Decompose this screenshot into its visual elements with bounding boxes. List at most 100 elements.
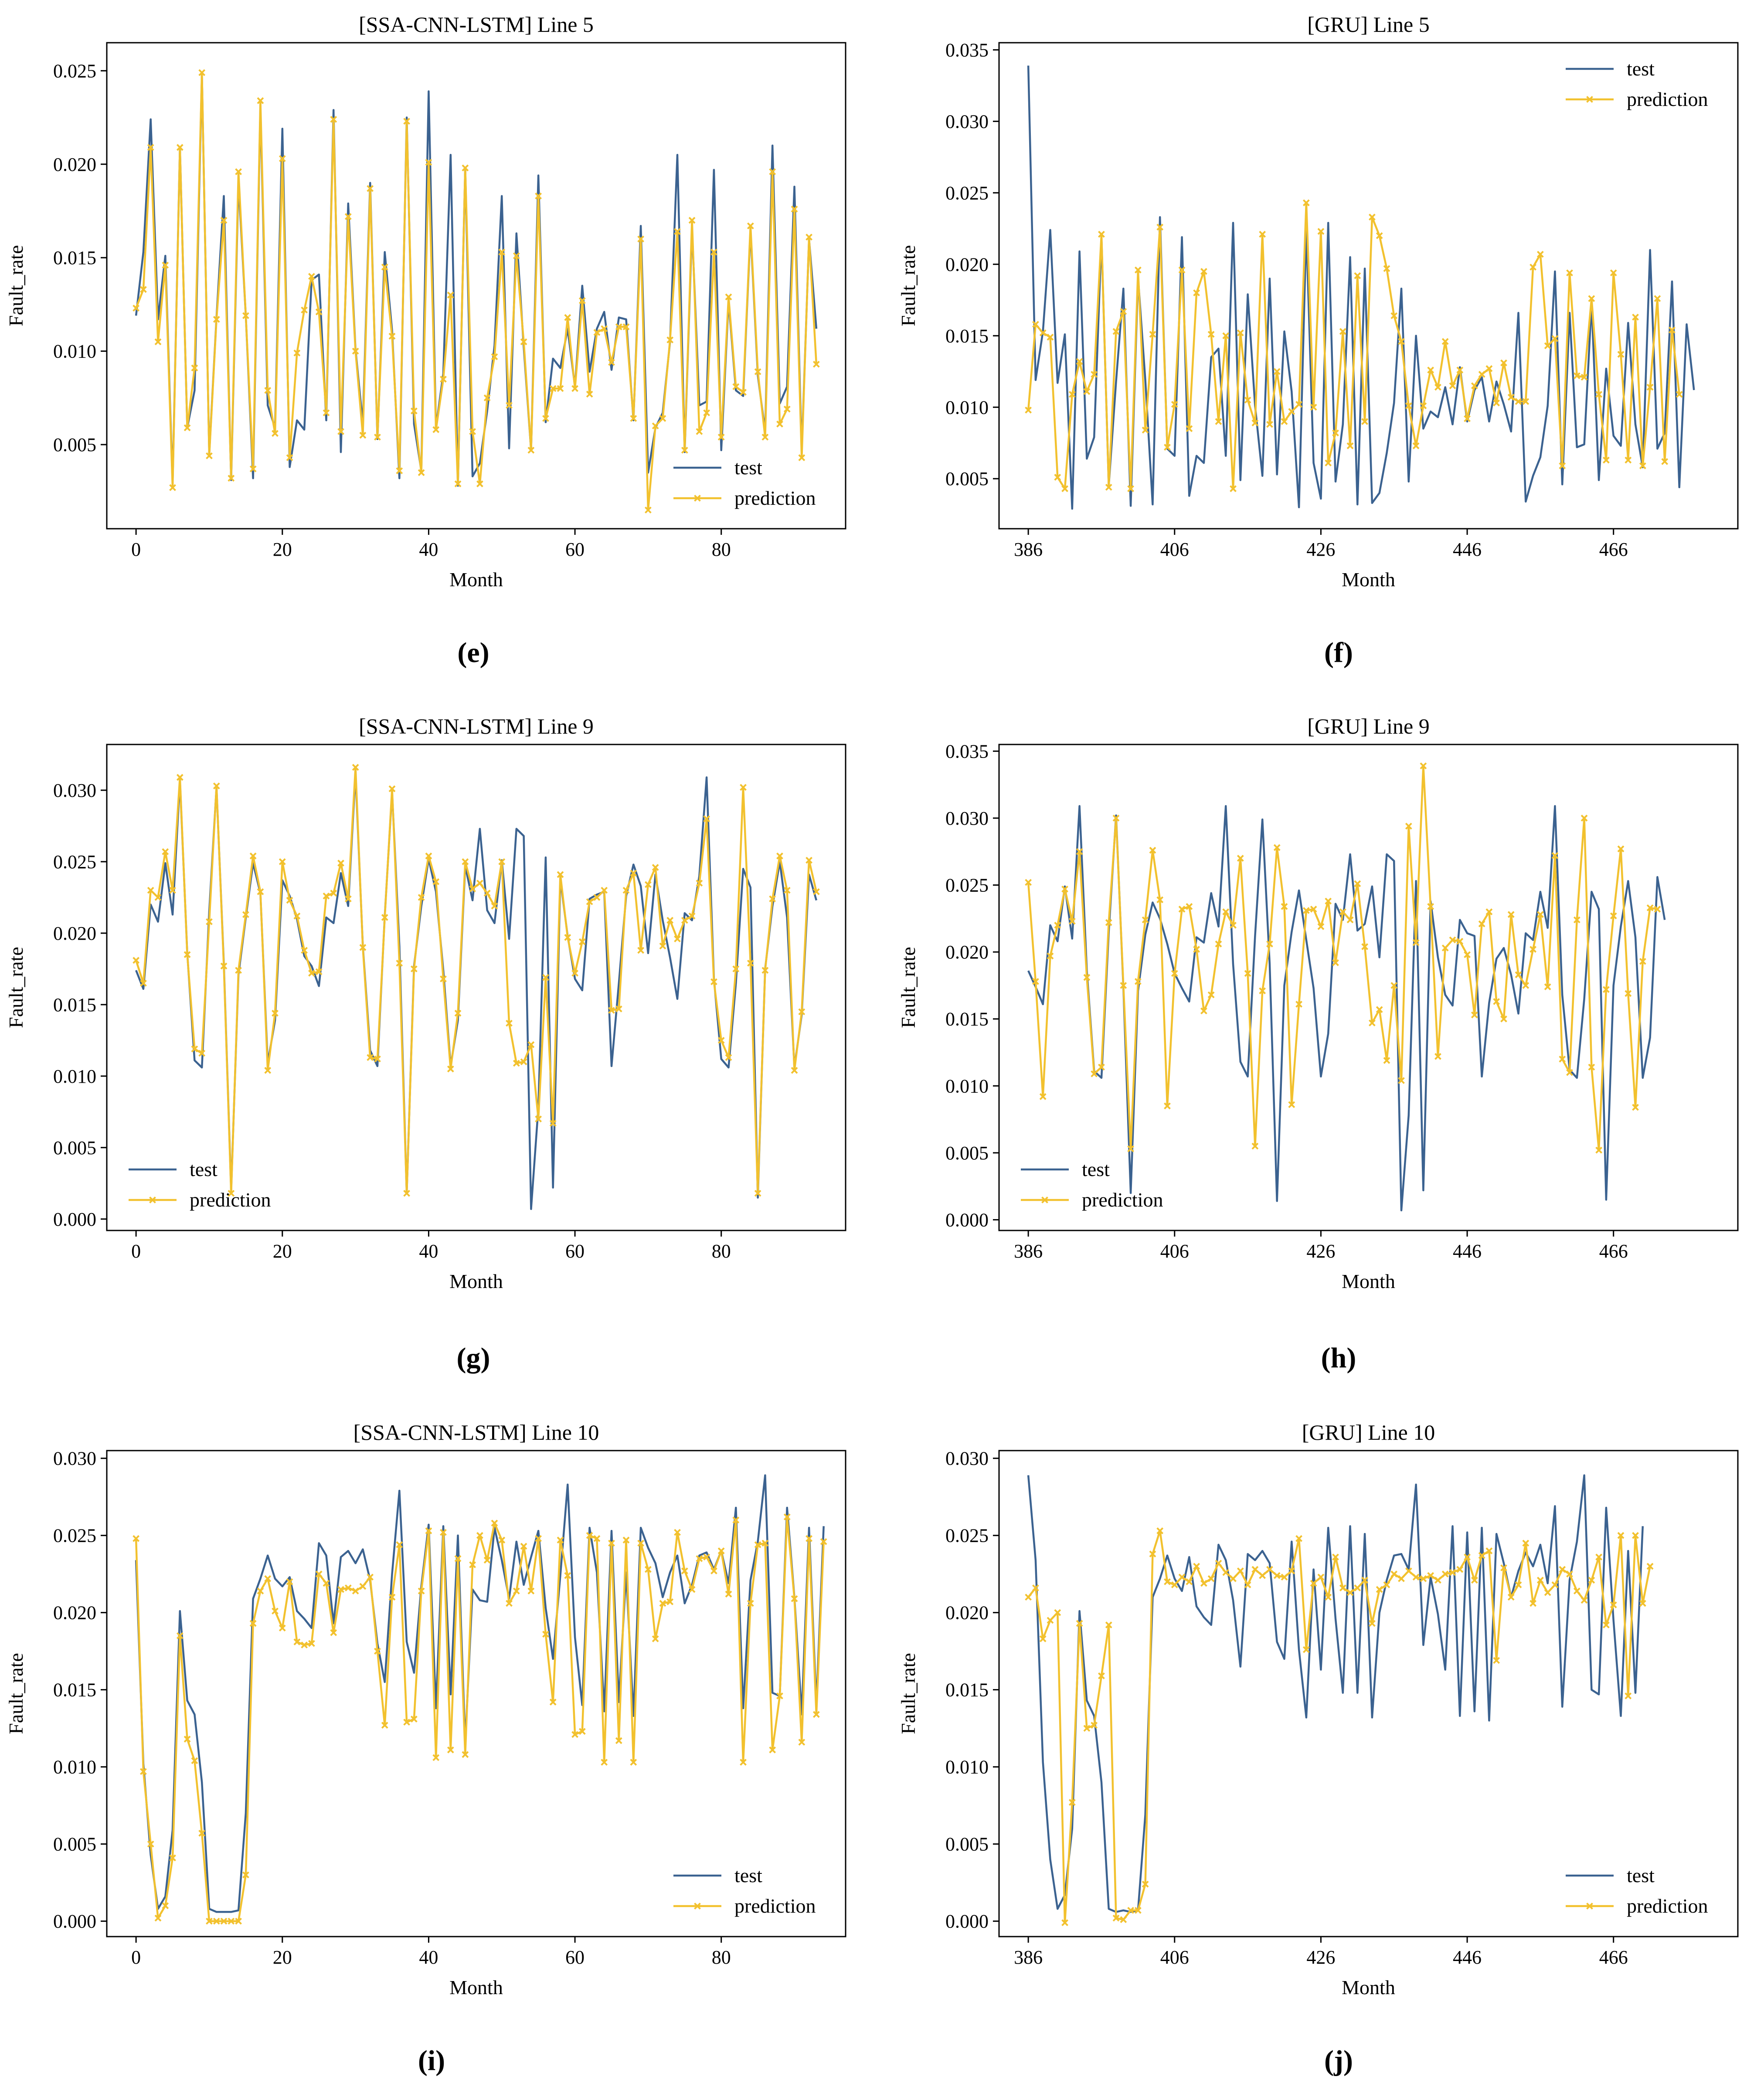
chart-i-prediction-marker (608, 1540, 615, 1547)
chart-g-prediction-marker (242, 911, 249, 918)
chart-f-prediction-marker (1068, 391, 1076, 398)
chart-h-prediction-marker (1259, 987, 1266, 995)
chart-i-prediction-marker (820, 1538, 827, 1545)
chart-g-prediction-marker (410, 965, 418, 972)
chart-i-prediction-marker (506, 1600, 513, 1607)
chart-e-prediction-marker (462, 164, 469, 172)
chart-e-prediction-marker (315, 308, 323, 316)
chart-i-prediction-marker (198, 1829, 206, 1837)
chart-g-xtick-label: 0 (131, 1241, 141, 1262)
chart-e-prediction-marker (747, 222, 754, 230)
chart-e-prediction-marker (783, 405, 791, 413)
chart-f-prediction-marker (1456, 367, 1464, 374)
chart-g-prediction-marker (710, 978, 717, 986)
chart-e-prediction-marker (513, 252, 520, 259)
chart-e-prediction-marker (249, 465, 257, 472)
chart-h-prediction-marker (1178, 905, 1186, 913)
chart-e-prediction-marker (432, 426, 440, 433)
chart-f-prediction-marker (1222, 332, 1230, 340)
chart-g-prediction-marker (593, 894, 601, 901)
chart-h-prediction-marker (1339, 908, 1346, 915)
chart-j-prediction-marker (1573, 1587, 1580, 1595)
chart-i-prediction-marker (601, 1759, 608, 1766)
chart-e-xtick-label: 20 (273, 539, 292, 560)
chart-h-prediction-marker (1288, 1101, 1295, 1108)
chart-j-xtick-label: 446 (1453, 1947, 1482, 1968)
chart-i-xtick-label: 60 (565, 1947, 585, 1968)
chart-f-prediction-marker (1368, 214, 1376, 221)
chart-g-prediction-marker (674, 935, 681, 942)
chart-f-prediction-marker (1134, 266, 1142, 274)
chart-h-legend-label-prediction: prediction (1082, 1189, 1163, 1211)
chart-g-prediction-marker (176, 774, 184, 781)
chart-g-prediction-marker (725, 1054, 732, 1061)
chart-h-svg: [GRU] Line 9 386 406 426 446 466 0.000 0.005 0.0… (897, 714, 1739, 1292)
chart-e-legend-label-test: test (734, 456, 762, 479)
chart-g-prediction-marker (323, 892, 330, 900)
chart-f-prediction-marker (1061, 485, 1068, 493)
chart-i-prediction-marker (688, 1586, 696, 1593)
chart-g-prediction-marker (717, 1037, 725, 1044)
chart-e-prediction-marker (725, 293, 732, 301)
chart-f-prediction-marker (1083, 388, 1091, 395)
chart-g-prediction-marker (564, 934, 571, 941)
chart-i-prediction-marker (388, 1594, 396, 1601)
chart-j-prediction-marker (1515, 1581, 1522, 1588)
chart-e-prediction-marker (586, 391, 593, 398)
chart-g-xlabel: Month (449, 1270, 503, 1292)
chart-e-prediction-marker (337, 428, 344, 435)
chart-i-prediction-marker (491, 1519, 498, 1527)
chart-e-prediction-marker (184, 424, 191, 432)
chart-j-prediction-marker (1588, 1577, 1595, 1584)
chart-h-ylabel: Fault_rate (897, 947, 919, 1028)
chart-j-prediction-marker (1266, 1566, 1273, 1573)
chart-e-prediction-marker (235, 168, 242, 175)
chart-e-prediction-marker (154, 338, 162, 346)
chart-g-ylabel: Fault_rate (5, 947, 27, 1028)
chart-g-prediction-marker (615, 1005, 622, 1013)
chart-g-prediction-marker (754, 1190, 761, 1197)
chart-g-prediction-marker (498, 858, 506, 865)
chart-f-prediction-marker (1383, 265, 1390, 272)
chart-i-prediction-marker (139, 1768, 147, 1775)
chart-j-prediction-marker (1536, 1577, 1544, 1584)
chart-e-prediction-marker (608, 359, 615, 366)
sub-label-j: (j) (1324, 2045, 1353, 2077)
chart-e-prediction-marker (666, 336, 674, 343)
chart-h-prediction-marker (1047, 952, 1054, 960)
chart-e-prediction-marker (535, 192, 542, 200)
chart-f-prediction-marker (1317, 228, 1325, 235)
chart-f-ytick-label: 0.030 (945, 111, 989, 132)
chart-i-prediction-marker (644, 1566, 652, 1573)
chart-i-prediction-marker (264, 1575, 272, 1582)
chart-j-prediction-marker (1244, 1581, 1251, 1588)
chart-i-ytick-label: 0.020 (53, 1602, 96, 1624)
chart-h-prediction-marker (1536, 911, 1544, 918)
chart-j-prediction-marker (1310, 1580, 1317, 1587)
chart-g-ytick-label: 0.025 (53, 851, 96, 873)
chart-i-xtick-label: 0 (131, 1947, 141, 1968)
chart-f-xtick-label: 426 (1306, 539, 1335, 560)
chart-e-prediction-marker (696, 428, 703, 435)
chart-j-ytick-label: 0.005 (945, 1834, 989, 1855)
chart-g-prediction-marker (791, 1067, 798, 1074)
chart-g-title: [SSA-CNN-LSTM] Line 9 (359, 714, 594, 738)
chart-e-prediction-marker (659, 415, 666, 422)
chart-g-xtick-label: 60 (565, 1241, 585, 1262)
chart-j-prediction-marker (1478, 1552, 1485, 1559)
chart-e-xtick-label: 80 (712, 539, 731, 560)
chart-h-ytick-label: 0.020 (945, 941, 989, 963)
chart-i-prediction-marker (476, 1532, 483, 1539)
chart-f-svg: [GRU] Line 5 386 406 426 446 466 0.005 0.010 0.0… (897, 12, 1739, 591)
chart-f-prediction-marker (1039, 329, 1047, 336)
chart-f-prediction-marker (1405, 402, 1412, 409)
chart-f-xtick-label: 406 (1160, 539, 1189, 560)
chart-g-ytick-label: 0.005 (53, 1137, 96, 1159)
chart-g-prediction-marker (557, 871, 564, 878)
chart-j-prediction-marker (1222, 1569, 1230, 1576)
chart-i-prediction-marker (812, 1711, 820, 1718)
chart-h-prediction-marker (1559, 1055, 1566, 1063)
chart-j-prediction-marker (1134, 1907, 1142, 1914)
chart-f-prediction-marker (1610, 269, 1617, 276)
chart-g-prediction-marker (133, 957, 140, 964)
